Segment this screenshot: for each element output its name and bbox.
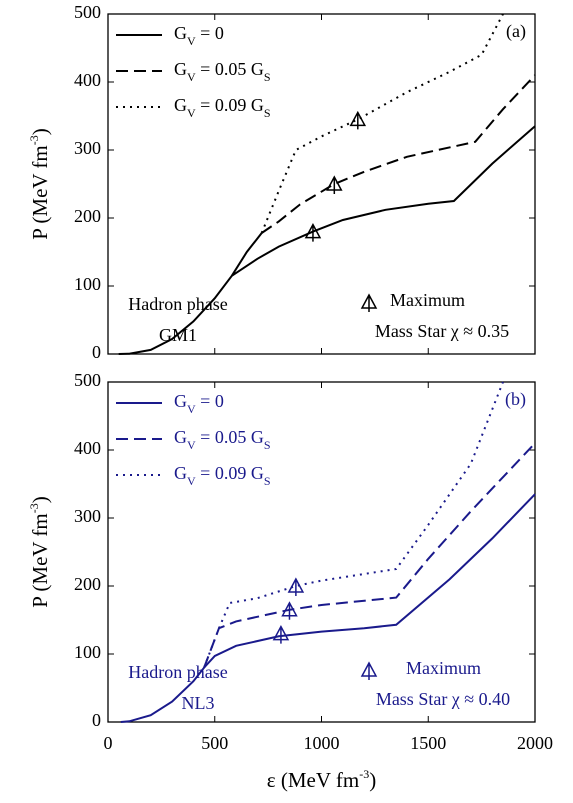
series-line	[261, 74, 536, 234]
x-tick-label: 1500	[410, 733, 446, 753]
series-line	[260, 13, 504, 234]
maximum-marker	[304, 223, 322, 242]
y-tick-label: 400	[74, 70, 101, 90]
y-tick-label: 100	[74, 642, 101, 662]
y-tick-label: 100	[74, 274, 101, 294]
annotation: NL3	[182, 693, 215, 713]
annotation: Mass Star χ ≈ 0.40	[376, 689, 510, 709]
annotation: Hadron phase	[128, 662, 227, 682]
y-tick-label: 500	[74, 370, 101, 390]
annotation: Mass Star χ ≈ 0.35	[375, 321, 509, 341]
y-axis-label: P (MeV fm-3)	[27, 128, 52, 240]
series-line	[203, 381, 504, 668]
x-tick-label: 500	[201, 733, 228, 753]
legend-label: GV = 0.09 GS	[174, 95, 271, 120]
legend-label: GV = 0	[174, 391, 224, 416]
y-tick-label: 300	[74, 138, 101, 158]
legend-label: GV = 0	[174, 23, 224, 48]
series-line	[203, 442, 536, 668]
maximum-marker	[272, 625, 290, 644]
y-tick-label: 500	[74, 2, 101, 22]
y-tick-label: 0	[92, 710, 101, 730]
series-line	[118, 125, 536, 355]
maximum-marker	[281, 601, 298, 620]
maximum-marker	[349, 110, 367, 130]
legend-label: GV = 0.05 GS	[174, 427, 271, 452]
legend-marker	[360, 293, 378, 312]
panel-label: (b)	[505, 389, 526, 410]
maximum-marker	[287, 577, 305, 596]
x-tick-label: 1000	[304, 733, 340, 753]
y-axis-label: P (MeV fm-3)	[27, 496, 52, 608]
legend-marker	[360, 661, 378, 680]
y-tick-label: 200	[74, 206, 101, 226]
y-tick-label: 300	[74, 506, 101, 526]
annotation: Maximum	[406, 658, 481, 678]
x-tick-label: 0	[104, 733, 113, 753]
annotation: Hadron phase	[128, 294, 227, 314]
series-line	[120, 493, 536, 723]
y-tick-label: 0	[92, 342, 101, 362]
y-tick-label: 200	[74, 574, 101, 594]
annotation: GM1	[159, 325, 197, 345]
panel-label: (a)	[506, 21, 526, 42]
x-tick-label: 2000	[517, 733, 553, 753]
legend-label: GV = 0.09 GS	[174, 463, 271, 488]
y-tick-label: 400	[74, 438, 101, 458]
x-axis-label: ε (MeV fm-3)	[267, 767, 376, 792]
annotation: Maximum	[390, 290, 465, 310]
legend-label: GV = 0.05 GS	[174, 59, 271, 84]
maximum-marker	[326, 175, 343, 194]
